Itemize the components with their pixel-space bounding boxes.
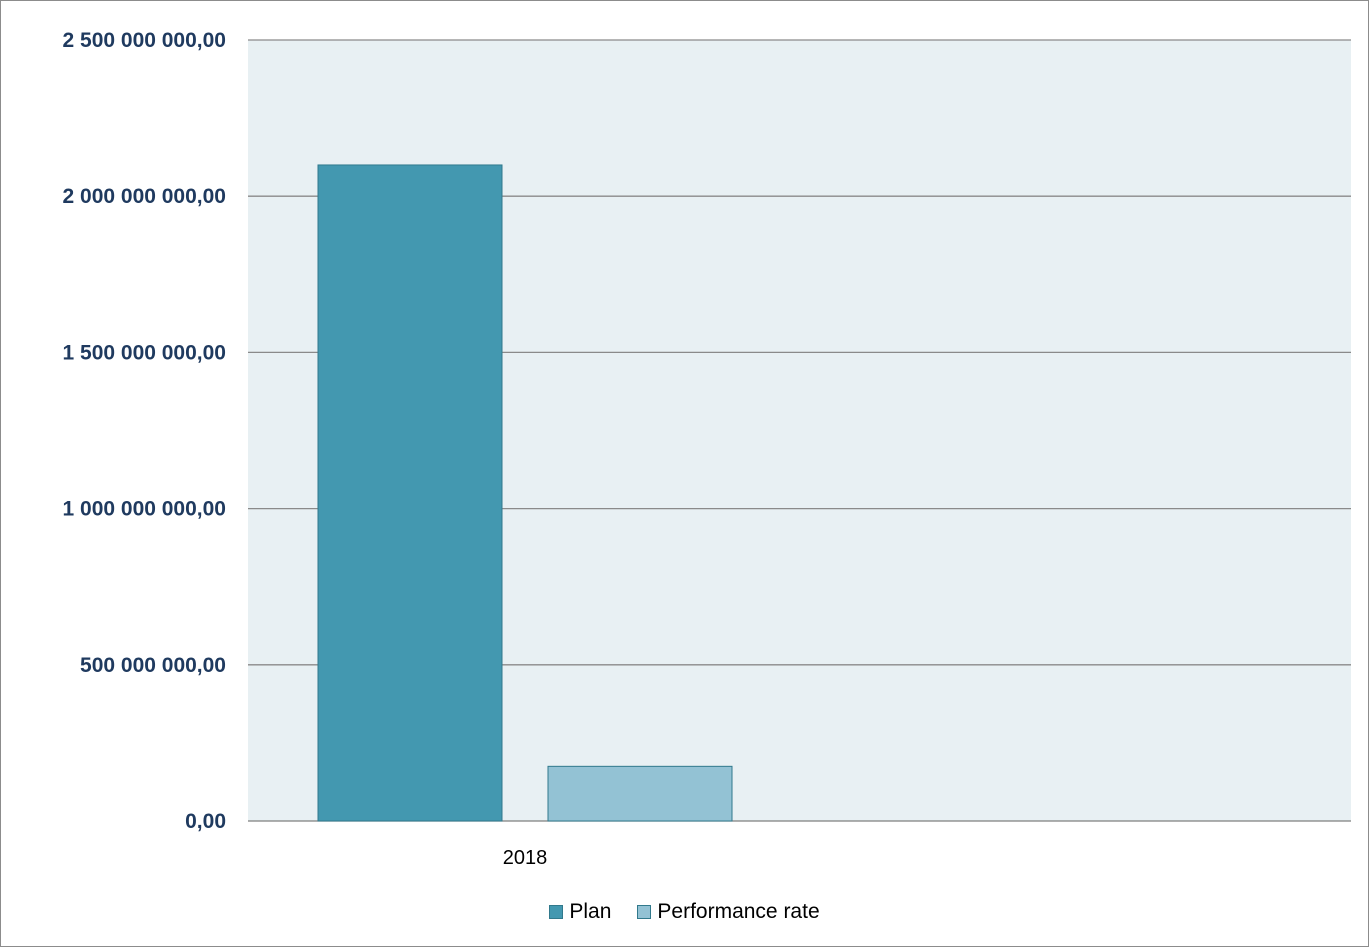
bar-performance-rate — [547, 765, 733, 822]
y-tick-label: 1 500 000 000,00 — [63, 341, 227, 364]
legend-item-performance-rate: Performance rate — [637, 900, 820, 924]
legend-label-plan: Plan — [569, 900, 612, 923]
y-tick-label: 2 000 000 000,00 — [63, 185, 227, 208]
y-tick-label: 500 000 000,00 — [80, 654, 226, 677]
x-category-label: 2018 — [503, 847, 548, 869]
y-axis-ticks: 0,00 500 000 000,00 1 000 000 000,00 1 500 … — [63, 29, 227, 833]
y-tick-label: 1 000 000 000,00 — [63, 498, 227, 521]
y-tick-label: 0,00 — [185, 810, 226, 833]
x-axis-labels: 2018 — [503, 847, 548, 869]
legend-label-performance-rate: Performance rate — [657, 900, 820, 923]
bar-plan — [317, 164, 503, 822]
legend-item-plan: Plan — [549, 900, 611, 924]
legend-swatch-performance-rate — [637, 905, 652, 919]
legend-swatch-plan — [549, 905, 564, 919]
legend: Plan Performance rate — [0, 900, 1369, 924]
y-tick-label: 2 500 000 000,00 — [63, 29, 227, 52]
bars — [317, 164, 733, 822]
